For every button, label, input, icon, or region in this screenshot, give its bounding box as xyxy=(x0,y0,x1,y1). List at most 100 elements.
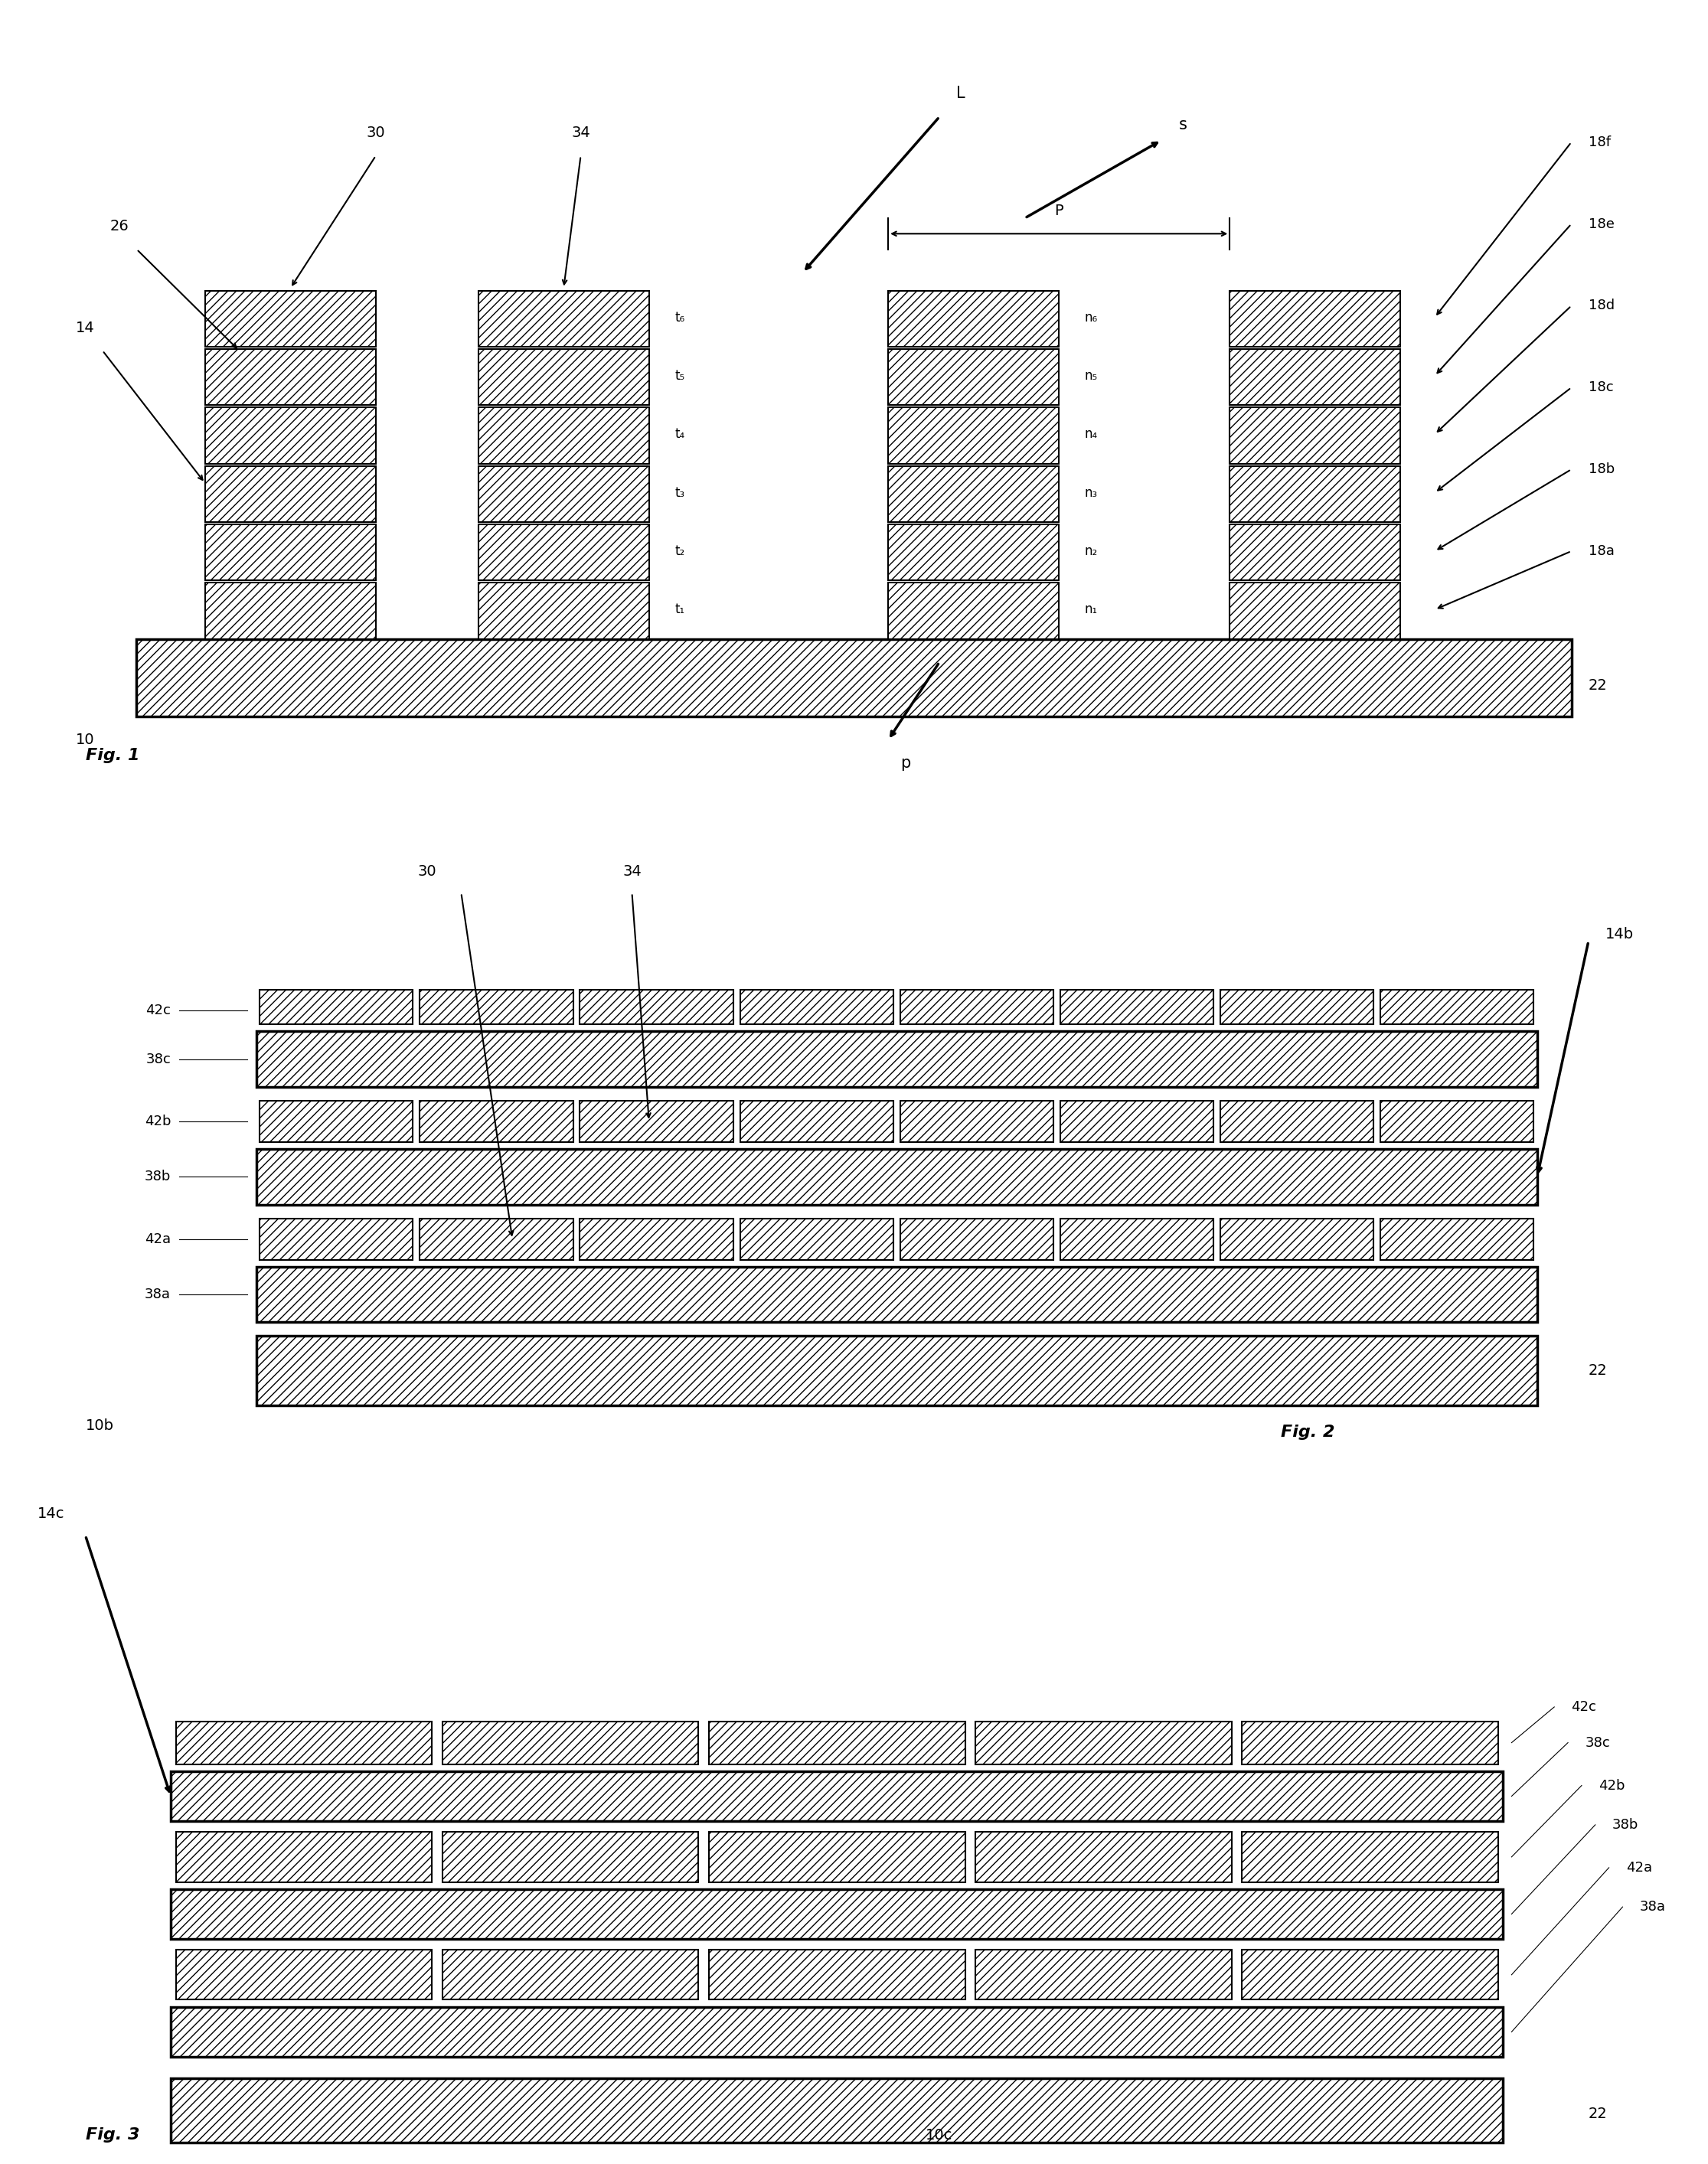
Text: 30: 30 xyxy=(366,126,386,141)
Bar xyxy=(1380,1218,1534,1259)
Bar xyxy=(1220,1218,1373,1259)
Bar xyxy=(171,1770,1503,1822)
Bar xyxy=(1061,989,1213,1024)
Bar xyxy=(1230,407,1401,463)
Bar xyxy=(900,1218,1054,1259)
Text: 38a: 38a xyxy=(1640,1900,1665,1913)
Bar xyxy=(888,465,1059,522)
Text: 38b: 38b xyxy=(145,1171,171,1184)
Bar xyxy=(1061,1101,1213,1143)
Text: 42a: 42a xyxy=(1626,1861,1652,1874)
Bar xyxy=(1230,524,1401,580)
Text: 18e: 18e xyxy=(1588,216,1614,232)
Bar xyxy=(1242,1833,1498,1883)
Bar xyxy=(900,989,1054,1024)
Text: t₄: t₄ xyxy=(675,428,685,441)
Text: 22: 22 xyxy=(1588,1363,1607,1378)
Bar xyxy=(256,1149,1537,1205)
Text: n₂: n₂ xyxy=(1085,545,1098,558)
Text: L: L xyxy=(956,87,965,102)
Bar xyxy=(176,1720,432,1764)
Text: n₆: n₆ xyxy=(1085,312,1098,325)
Text: 18a: 18a xyxy=(1588,545,1614,558)
Text: n₃: n₃ xyxy=(1085,487,1098,500)
Text: n₁: n₁ xyxy=(1085,604,1098,617)
Text: P: P xyxy=(1054,203,1064,219)
Bar xyxy=(205,465,376,522)
Text: t₆: t₆ xyxy=(675,312,685,325)
Bar xyxy=(478,290,649,346)
Bar xyxy=(478,582,649,638)
Text: 42b: 42b xyxy=(145,1114,171,1127)
Bar xyxy=(260,989,413,1024)
Text: 10b: 10b xyxy=(85,1420,114,1433)
Bar xyxy=(975,1720,1231,1764)
Bar xyxy=(1061,1218,1213,1259)
Bar xyxy=(1230,348,1401,405)
Text: 14b: 14b xyxy=(1606,926,1635,941)
Text: 10c: 10c xyxy=(926,2127,953,2142)
Text: 38c: 38c xyxy=(145,1052,171,1067)
Bar xyxy=(888,582,1059,638)
Text: 34: 34 xyxy=(570,126,591,141)
Bar xyxy=(176,1833,432,1883)
Bar xyxy=(709,1833,965,1883)
Text: 10: 10 xyxy=(75,734,96,747)
Bar xyxy=(581,1101,733,1143)
Bar xyxy=(1230,290,1401,346)
Text: 22: 22 xyxy=(1588,677,1607,692)
Text: 14: 14 xyxy=(75,320,96,335)
Text: 30: 30 xyxy=(417,863,437,879)
Bar xyxy=(709,1720,965,1764)
Bar xyxy=(900,1101,1054,1143)
Text: 38a: 38a xyxy=(145,1288,171,1301)
Text: 38b: 38b xyxy=(1612,1818,1638,1831)
Text: 22: 22 xyxy=(1588,2108,1607,2121)
Bar xyxy=(1380,1101,1534,1143)
Bar xyxy=(888,524,1059,580)
Text: 18c: 18c xyxy=(1588,381,1614,394)
Bar xyxy=(420,1218,572,1259)
Bar xyxy=(975,1833,1231,1883)
Bar xyxy=(256,1335,1537,1404)
Text: 18b: 18b xyxy=(1588,463,1614,476)
Text: p: p xyxy=(900,755,910,770)
Bar xyxy=(1220,989,1373,1024)
Bar xyxy=(1230,465,1401,522)
Text: Fig. 2: Fig. 2 xyxy=(1281,1424,1336,1439)
Bar xyxy=(478,348,649,405)
Bar xyxy=(975,1950,1231,2000)
Text: t₅: t₅ xyxy=(675,370,685,383)
Bar xyxy=(1242,1720,1498,1764)
Text: t₂: t₂ xyxy=(675,545,685,558)
Bar xyxy=(205,290,376,346)
Bar xyxy=(888,348,1059,405)
Bar xyxy=(171,2006,1503,2056)
Bar xyxy=(205,348,376,405)
Text: 14c: 14c xyxy=(38,1506,65,1521)
Bar xyxy=(740,989,893,1024)
Bar xyxy=(260,1101,413,1143)
Bar xyxy=(256,1266,1537,1322)
Bar xyxy=(1242,1950,1498,2000)
Text: 26: 26 xyxy=(109,219,130,234)
Bar xyxy=(256,1032,1537,1086)
Bar xyxy=(581,989,733,1024)
Text: 42a: 42a xyxy=(145,1231,171,1246)
Text: 42c: 42c xyxy=(145,1004,171,1017)
Bar xyxy=(205,582,376,638)
Text: 38c: 38c xyxy=(1585,1736,1611,1749)
Bar xyxy=(888,290,1059,346)
Text: 34: 34 xyxy=(622,863,642,879)
Text: n₅: n₅ xyxy=(1085,370,1098,383)
Bar xyxy=(137,638,1571,716)
Bar xyxy=(420,1101,572,1143)
Bar xyxy=(478,407,649,463)
Text: s: s xyxy=(1179,117,1187,132)
Bar xyxy=(709,1950,965,2000)
Bar xyxy=(442,1950,699,2000)
Bar xyxy=(888,407,1059,463)
Bar xyxy=(1230,582,1401,638)
Text: n₄: n₄ xyxy=(1085,428,1098,441)
Bar xyxy=(740,1101,893,1143)
